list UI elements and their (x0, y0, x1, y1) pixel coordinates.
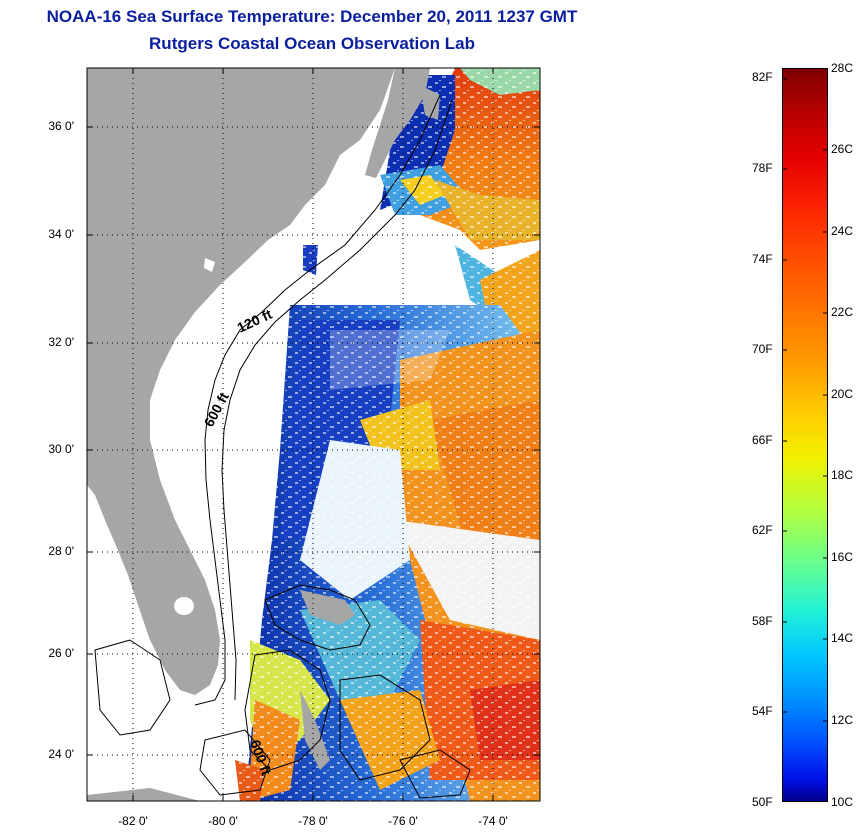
lat-label: 32 0' (48, 335, 74, 349)
colorbar-c-label: 24C (831, 224, 854, 238)
colorbar-c-label: 26C (831, 142, 854, 156)
lat-label: 28 0' (48, 544, 74, 558)
lat-label: 34 0' (48, 227, 74, 241)
colorbar-c-label: 14C (831, 631, 854, 645)
colorbar-f-label: 78F (752, 161, 773, 175)
frame-ticks (87, 68, 540, 801)
lat-label: 30 0' (48, 442, 74, 456)
lat-label: 24 0' (48, 747, 74, 761)
colorbar-f-label: 54F (752, 704, 773, 718)
colorbar-c-label: 22C (831, 305, 854, 319)
colorbar-f-label: 66F (752, 433, 773, 447)
lon-label: -82 0' (118, 814, 148, 828)
colorbar-f-label: 50F (752, 795, 773, 809)
colorbar-c-label: 28C (831, 61, 854, 75)
map-title: NOAA-16 Sea Surface Temperature: Decembe… (46, 7, 578, 26)
colorbar-f-label: 74F (752, 252, 773, 266)
lat-label: 36 0' (48, 119, 74, 133)
colorbar-f-label: 82F (752, 70, 773, 84)
colorbar-c-label: 10C (831, 795, 854, 809)
colorbar-f-label: 58F (752, 614, 773, 628)
lon-label: -74 0' (478, 814, 508, 828)
colorbar-c-label: 16C (831, 550, 854, 564)
colorbar-c-label: 20C (831, 387, 854, 401)
colorbar-f-label: 62F (752, 523, 773, 537)
land (87, 68, 440, 801)
lon-label: -80 0' (208, 814, 238, 828)
graticule (87, 68, 540, 801)
map-subtitle: Rutgers Coastal Ocean Observation Lab (149, 34, 475, 53)
lon-label: -78 0' (298, 814, 328, 828)
colorbar (782, 68, 828, 802)
colorbar-c-label: 18C (831, 468, 854, 482)
bathymetry-contours (94, 94, 471, 799)
lat-label: 26 0' (48, 646, 74, 660)
colorbar-c-label: 12C (831, 713, 854, 727)
colorbar-f-label: 70F (752, 342, 773, 356)
lon-label: -76 0' (388, 814, 418, 828)
